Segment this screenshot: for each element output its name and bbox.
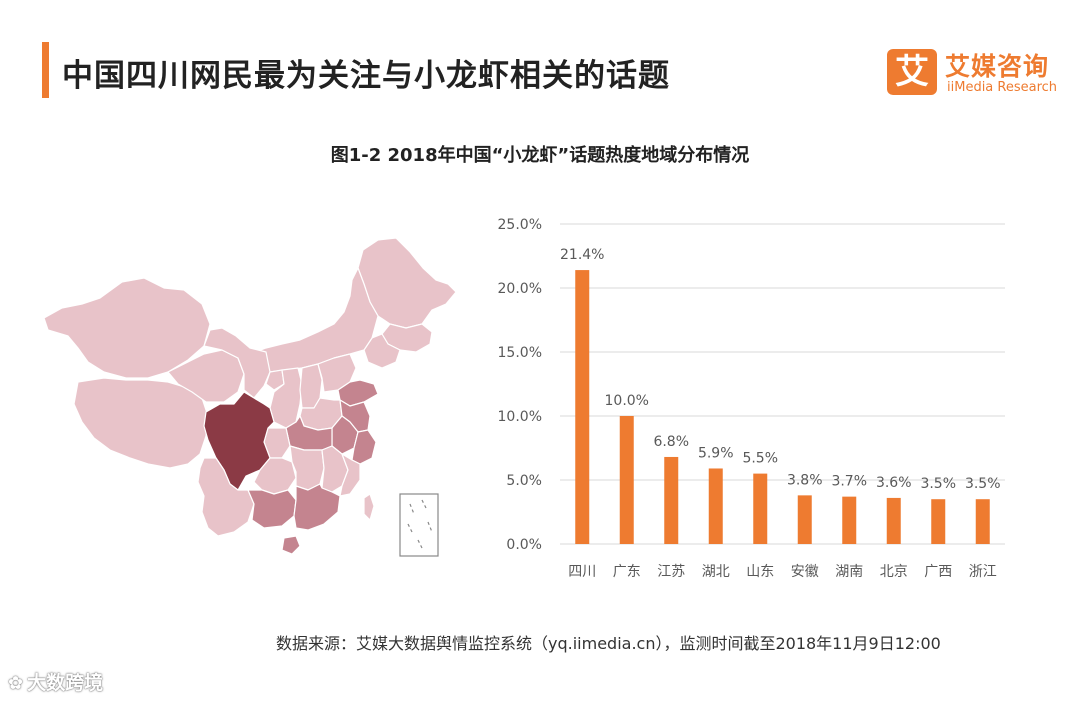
x-tick-label: 广东 <box>613 564 641 580</box>
bar <box>886 497 901 544</box>
data-label: 3.8% <box>787 472 823 488</box>
data-label: 21.4% <box>560 247 604 263</box>
map-region-qinghai <box>167 349 245 403</box>
title-accent-bar <box>42 42 49 98</box>
bar <box>664 456 679 544</box>
watermark-icon: ✿ <box>8 673 24 694</box>
watermark-text: 大数跨境 <box>27 672 104 694</box>
map-region-xinjiang <box>43 277 211 379</box>
watermark: ✿ 大数跨境 <box>8 668 103 694</box>
bar <box>753 473 768 544</box>
bar <box>931 499 946 544</box>
data-label: 5.9% <box>698 445 734 461</box>
chart-title: 图1-2 2018年中国“小龙虾”话题热度地域分布情况 <box>330 145 750 166</box>
x-tick-label: 山东 <box>746 564 774 580</box>
bar <box>619 416 634 544</box>
logo-badge-icon: 艾 <box>887 49 937 95</box>
x-tick-label: 江苏 <box>657 564 685 580</box>
map-region-ningxia <box>265 369 285 391</box>
map-region-fujian <box>339 453 361 497</box>
map-region-yunnan <box>197 457 255 537</box>
bar <box>975 499 990 544</box>
map-region-taiwan <box>363 493 375 521</box>
map-region-hainan <box>281 535 301 555</box>
logo-name-cn: 艾媒咨询 <box>945 52 1050 81</box>
bar <box>797 495 812 544</box>
data-label: 5.5% <box>742 451 778 467</box>
map-region-gansu <box>203 327 271 399</box>
bar <box>842 496 857 544</box>
brand-logo: 艾 艾媒咨询 iiMedia Research <box>887 47 1062 99</box>
map-region-guizhou <box>253 457 297 495</box>
y-tick-label: 15.0% <box>498 345 542 361</box>
y-tick-label: 5.0% <box>506 473 542 489</box>
bar <box>708 468 723 544</box>
page-title: 中国四川网民最为关注与小龙虾相关的话题 <box>62 58 670 94</box>
x-tick-label: 湖北 <box>702 564 730 580</box>
data-label: 6.8% <box>653 434 689 450</box>
data-label: 3.5% <box>965 476 1001 492</box>
x-tick-label: 安徽 <box>791 564 819 580</box>
data-label: 10.0% <box>605 393 649 409</box>
logo-name-en: iiMedia Research <box>947 80 1058 95</box>
data-label: 3.7% <box>831 474 867 490</box>
x-tick-label: 浙江 <box>969 564 997 580</box>
south-china-sea-inset <box>399 493 439 557</box>
data-label: 3.5% <box>920 476 956 492</box>
map-region-hunan <box>289 445 325 491</box>
y-tick-label: 20.0% <box>498 281 542 297</box>
x-tick-label: 北京 <box>880 564 908 580</box>
y-tick-label: 10.0% <box>498 409 542 425</box>
data-label: 3.6% <box>876 475 912 491</box>
map-region-guangxi <box>247 489 297 529</box>
data-source-note: 数据来源：艾媒大数据舆情监控系统（yq.iimedia.cn），监测时间截至20… <box>276 634 941 653</box>
x-tick-label: 四川 <box>568 564 596 580</box>
y-tick-label: 0.0% <box>506 537 542 553</box>
bar-chart: 0.0% 5.0% 10.0% 15.0% 20.0% 25.0% 21.4% 四川 10.0%… <box>498 217 1005 580</box>
map-region-tibet <box>73 377 209 469</box>
bar <box>575 270 590 544</box>
map-region-guangdong <box>293 483 341 531</box>
y-tick-label: 25.0% <box>498 217 542 233</box>
x-tick-label: 广西 <box>924 564 952 580</box>
x-tick-label: 湖南 <box>835 564 863 580</box>
china-map <box>43 237 457 557</box>
